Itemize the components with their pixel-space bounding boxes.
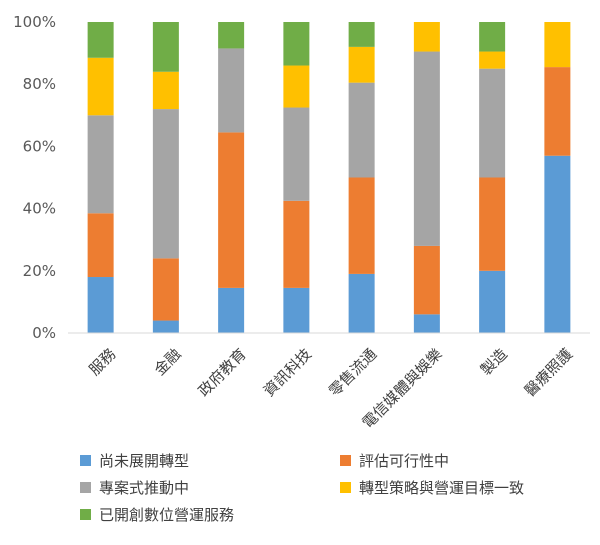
x-category-label: 服務 [85, 345, 119, 379]
bar-segment [413, 314, 440, 333]
bar-segment [152, 22, 179, 72]
bar-segment [152, 71, 179, 110]
bar-segment [348, 273, 375, 333]
bar-segment [413, 51, 440, 246]
y-tick-label: 60% [23, 137, 56, 155]
bar-segment [544, 67, 571, 156]
bar-segment [348, 46, 375, 83]
x-category-label: 製造 [477, 345, 511, 379]
bar-segment [479, 270, 506, 333]
bar-segment [283, 65, 310, 108]
bar-segment [152, 320, 179, 333]
bar-segment [479, 177, 506, 271]
bar-segment [479, 22, 506, 52]
bar-segment [283, 287, 310, 333]
bar-segment [218, 287, 245, 333]
y-tick-label: 40% [23, 200, 56, 218]
bar-segment [544, 22, 571, 68]
x-category-label: 政府教育 [195, 345, 250, 400]
bar-segment [348, 177, 375, 274]
bar-segment [152, 258, 179, 321]
bar-segment [348, 22, 375, 47]
bar-segment [87, 57, 114, 116]
bar-segment [218, 132, 245, 288]
bar-segment [152, 109, 179, 259]
bar-segment [87, 115, 114, 214]
bar-segment [479, 68, 506, 178]
bar-segment [283, 107, 310, 201]
y-axis-ticks: 0% 20% 40% 60% 80% 100% [13, 13, 56, 342]
y-tick-label: 80% [23, 75, 56, 93]
bar-segment [544, 155, 571, 333]
bar-segment [87, 213, 114, 278]
y-tick-label: 20% [23, 262, 56, 280]
bar-segment [218, 48, 245, 133]
bar-segment [479, 51, 506, 69]
bar-segment [87, 22, 114, 58]
bar-segment [348, 82, 375, 178]
bar-segment [413, 245, 440, 315]
y-tick-label: 0% [32, 324, 56, 342]
x-category-label: 醫療照護 [521, 345, 576, 400]
x-category-label: 金融 [151, 345, 185, 379]
bar-segment [218, 22, 245, 49]
bar-segment [283, 22, 310, 66]
x-category-label: 資訊科技 [260, 345, 315, 400]
x-category-label: 零售流通 [325, 345, 380, 400]
bar-stacks [87, 22, 571, 333]
y-tick-label: 100% [13, 13, 56, 31]
bar-segment [283, 200, 310, 288]
bar-segment [87, 277, 114, 333]
bar-segment [413, 22, 440, 52]
